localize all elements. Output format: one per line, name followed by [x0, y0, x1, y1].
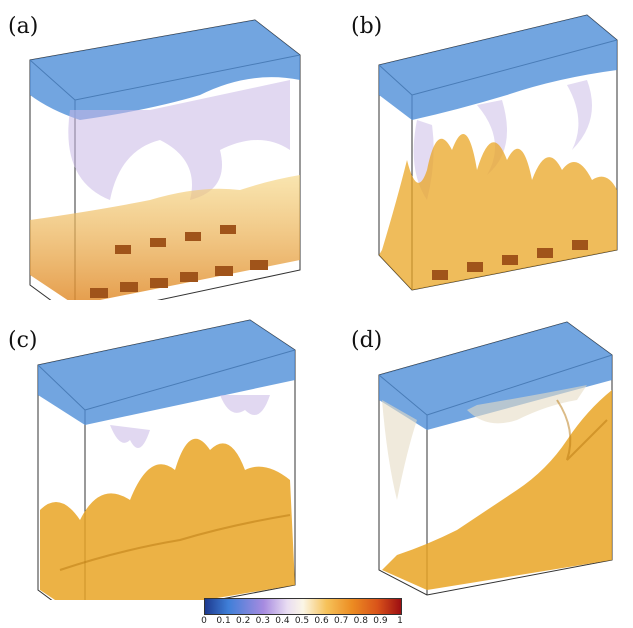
colorbar-tick: 0.8 [353, 616, 368, 626]
cold-plume [30, 20, 300, 120]
colorbar-tick: 0.3 [255, 616, 270, 626]
heat-blocks [432, 240, 588, 280]
colorbar-tick: 0 [201, 616, 207, 626]
colorbar-tick: 0.5 [294, 616, 310, 626]
panel-label: (b) [351, 14, 383, 39]
cold-plume [38, 320, 295, 425]
colorbar-tick: 0.7 [334, 616, 349, 626]
colorbar-tick: 0.1 [216, 616, 231, 626]
colorbar-tick: 0.9 [373, 616, 388, 626]
light-plume [110, 395, 270, 448]
panel-d-render [378, 321, 613, 596]
panel-c-render [37, 319, 296, 600]
heat-blocks [90, 225, 268, 298]
panel-c: (c) [0, 300, 316, 600]
light-plume [382, 385, 587, 500]
panel-label: (a) [8, 14, 39, 39]
colorbar-tick: 0.2 [236, 616, 251, 626]
cold-plume [379, 322, 612, 430]
colorbar-tick: 0.4 [275, 616, 290, 626]
colorbar-tick: 1 [397, 616, 403, 626]
warm-plume [382, 390, 612, 590]
panel-b: (b) [317, 0, 633, 300]
light-plume [68, 80, 290, 200]
cold-plume [379, 15, 617, 120]
colorbar-tick: 0.6 [314, 616, 329, 626]
warm-plume [379, 134, 617, 290]
panel-b-render [378, 14, 618, 291]
colorbar-ticks: 0 0.1 0.2 0.3 0.4 0.5 0.6 0.7 0.8 0.9 1 [201, 616, 403, 628]
panel-a-render [29, 19, 301, 300]
warm-plume [40, 438, 295, 600]
panel-a: (a) [0, 0, 316, 300]
panel-d: (d) [317, 300, 633, 600]
panel-label: (c) [8, 328, 38, 353]
colorbar [204, 598, 402, 615]
panel-label: (d) [351, 328, 383, 353]
